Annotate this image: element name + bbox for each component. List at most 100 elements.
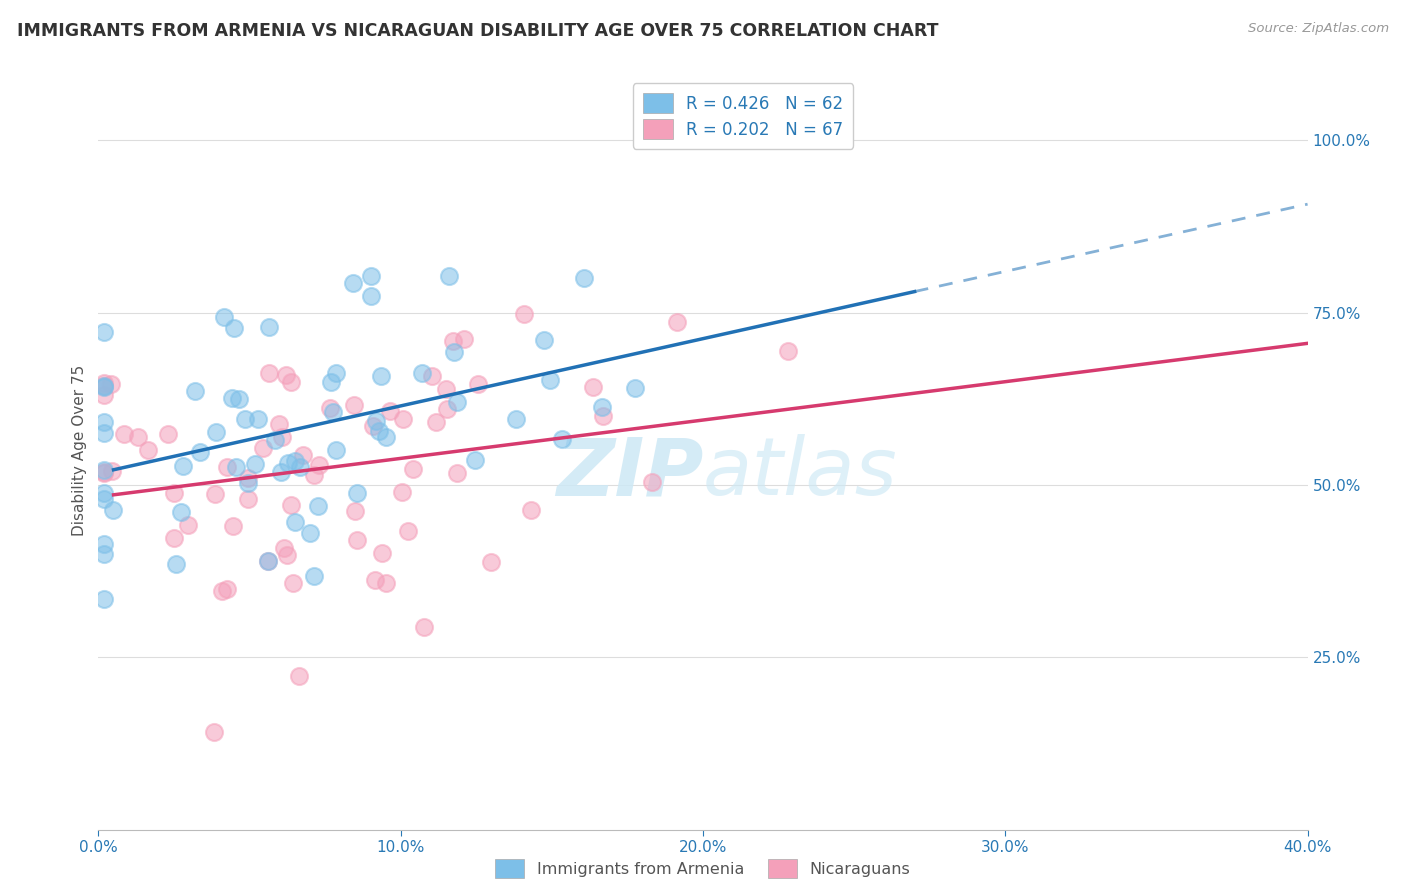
Point: [411, 366, 433, 380]
Point: [222, 321, 245, 335]
Point: [284, 515, 307, 529]
Point: [319, 401, 342, 415]
Point: [513, 307, 536, 321]
Point: [446, 466, 468, 480]
Point: [342, 398, 364, 412]
Point: [156, 426, 179, 441]
Point: [93, 416, 115, 430]
Point: [233, 412, 256, 426]
Point: [401, 462, 423, 476]
Point: [217, 459, 239, 474]
Point: [165, 557, 187, 571]
Point: [308, 458, 330, 472]
Point: [93, 388, 115, 402]
Point: [177, 517, 200, 532]
Point: [93, 379, 115, 393]
Point: [93, 465, 115, 479]
Y-axis label: Disability Age Over 75: Disability Age Over 75: [72, 365, 87, 536]
Point: [302, 468, 325, 483]
Point: [228, 392, 250, 406]
Text: Source: ZipAtlas.com: Source: ZipAtlas.com: [1249, 22, 1389, 36]
Point: [582, 380, 605, 394]
Point: [287, 669, 309, 683]
Point: [245, 457, 267, 471]
Point: [346, 533, 368, 548]
Point: [273, 541, 295, 555]
Point: [307, 499, 329, 513]
Point: [202, 724, 225, 739]
Point: [93, 379, 115, 393]
Point: [221, 391, 243, 405]
Point: [277, 456, 299, 470]
Point: [374, 576, 396, 591]
Point: [592, 409, 614, 424]
Point: [538, 373, 561, 387]
Point: [288, 459, 311, 474]
Point: [93, 466, 115, 480]
Point: [322, 405, 344, 419]
Point: [271, 430, 294, 444]
Point: [367, 424, 389, 438]
Point: [360, 268, 382, 283]
Point: [551, 433, 574, 447]
Point: [505, 412, 527, 426]
Point: [225, 460, 247, 475]
Legend: R = 0.426   N = 62, R = 0.202   N = 67: R = 0.426 N = 62, R = 0.202 N = 67: [633, 84, 853, 149]
Text: ZIP: ZIP: [555, 434, 703, 512]
Point: [276, 548, 298, 562]
Point: [276, 368, 298, 382]
Point: [446, 395, 468, 409]
Point: [371, 546, 394, 560]
Point: [101, 465, 124, 479]
Point: [136, 442, 159, 457]
Point: [436, 401, 458, 416]
Point: [291, 448, 314, 462]
Point: [93, 380, 115, 394]
Point: [184, 384, 207, 399]
Point: [257, 319, 280, 334]
Point: [284, 454, 307, 468]
Point: [214, 310, 236, 324]
Point: [247, 412, 270, 426]
Point: [364, 414, 387, 428]
Point: [236, 471, 259, 485]
Legend: Immigrants from Armenia, Nicaraguans: Immigrants from Armenia, Nicaraguans: [489, 853, 917, 884]
Point: [361, 419, 384, 434]
Point: [93, 376, 115, 390]
Point: [380, 404, 402, 418]
Point: [281, 575, 304, 590]
Point: [623, 381, 645, 395]
Point: [270, 465, 292, 479]
Point: [436, 383, 458, 397]
Point: [93, 547, 115, 561]
Point: [211, 584, 233, 599]
Point: [413, 620, 436, 634]
Point: [479, 555, 502, 569]
Point: [641, 475, 664, 489]
Point: [101, 503, 124, 517]
Text: atlas: atlas: [703, 434, 898, 512]
Point: [346, 486, 368, 500]
Point: [391, 484, 413, 499]
Point: [666, 314, 689, 328]
Point: [392, 412, 415, 426]
Point: [236, 491, 259, 506]
Point: [93, 463, 115, 477]
Point: [93, 485, 115, 500]
Point: [591, 400, 613, 414]
Point: [170, 505, 193, 519]
Point: [420, 369, 443, 384]
Point: [370, 368, 392, 383]
Point: [93, 425, 115, 440]
Point: [267, 417, 290, 431]
Point: [437, 269, 460, 284]
Point: [441, 334, 464, 348]
Point: [127, 430, 149, 444]
Point: [325, 366, 347, 380]
Point: [280, 499, 302, 513]
Point: [222, 519, 245, 533]
Point: [453, 332, 475, 346]
Point: [319, 375, 342, 389]
Point: [533, 333, 555, 347]
Point: [360, 288, 382, 302]
